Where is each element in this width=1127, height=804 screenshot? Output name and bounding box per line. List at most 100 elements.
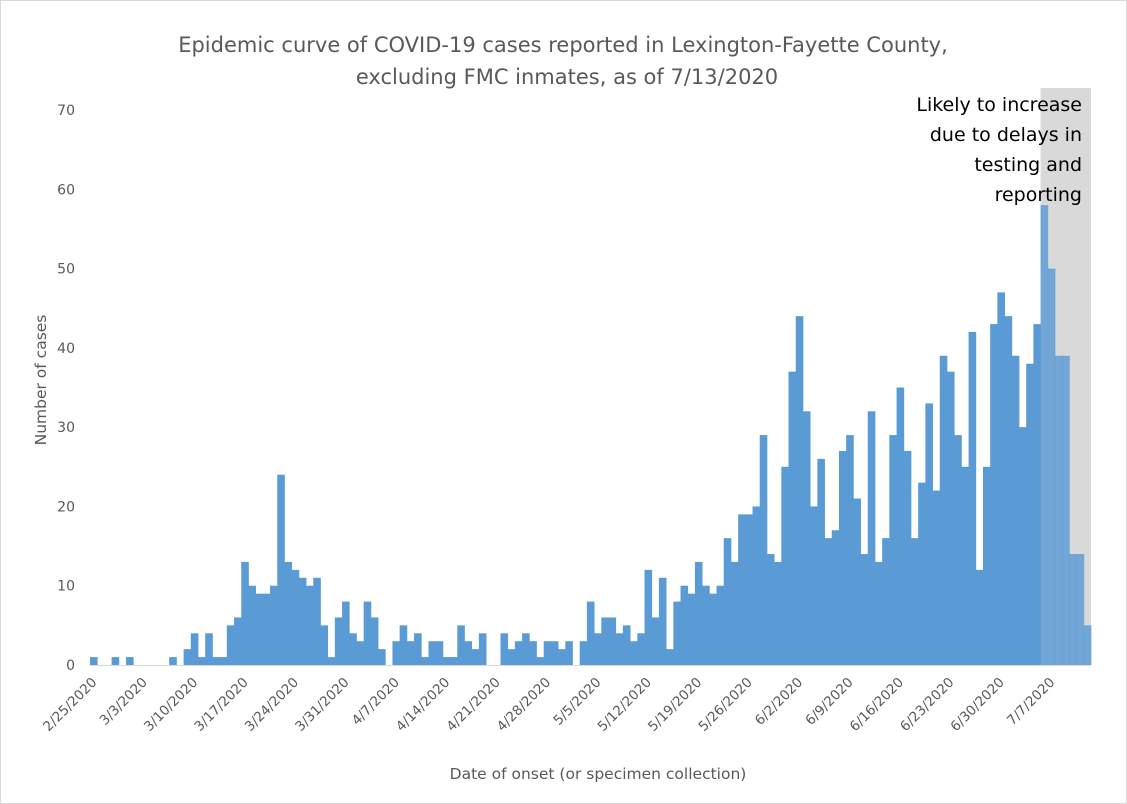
bar-2/28/2020 bbox=[111, 657, 120, 665]
bar-3/31/2020 bbox=[342, 601, 350, 665]
bar-5/30/2020 bbox=[774, 561, 782, 665]
bar-5/11/2020 bbox=[637, 633, 645, 665]
bar-4/16/2020 bbox=[457, 625, 465, 665]
bar-5/4/2020 bbox=[586, 601, 595, 665]
bar-6/2/2020 bbox=[795, 316, 804, 665]
bar-6/11/2020 bbox=[860, 554, 869, 665]
bar-6/12/2020 bbox=[867, 411, 876, 665]
bar-4/25/2020 bbox=[522, 633, 530, 665]
bar-3/22/2020 bbox=[277, 474, 285, 665]
bar-4/19/2020 bbox=[478, 633, 487, 665]
y-tick-label: 0 bbox=[66, 658, 75, 674]
bar-3/26/2020 bbox=[306, 585, 314, 665]
bar-7/3/2020 bbox=[1018, 427, 1027, 665]
bar-7/1/2020 bbox=[1004, 316, 1013, 665]
y-tick-label: 70 bbox=[57, 103, 75, 119]
bar-5/27/2020 bbox=[752, 506, 761, 665]
bar-6/26/2020 bbox=[968, 332, 977, 665]
x-tick-label: 2/25/2020 bbox=[40, 675, 100, 735]
bar-4/3/2020 bbox=[363, 601, 372, 665]
bar-3/13/2020 bbox=[212, 657, 221, 665]
bar-5/21/2020 bbox=[709, 593, 717, 665]
bar-5/1/2020 bbox=[565, 641, 573, 665]
bar-4/7/2020 bbox=[392, 641, 401, 665]
bar-4/13/2020 bbox=[435, 641, 444, 665]
bar-3/10/2020 bbox=[190, 633, 199, 665]
bar-6/30/2020 bbox=[997, 292, 1005, 665]
bar-5/29/2020 bbox=[766, 554, 775, 665]
x-tick-label: 5/26/2020 bbox=[695, 675, 755, 735]
bar-6/28/2020 bbox=[982, 466, 991, 665]
bar-4/23/2020 bbox=[507, 649, 516, 665]
bar-4/10/2020 bbox=[414, 633, 422, 665]
bar-6/15/2020 bbox=[889, 435, 897, 665]
bar-6/27/2020 bbox=[975, 569, 984, 665]
annotation-line: Likely to increase bbox=[916, 94, 1082, 116]
bar-3/27/2020 bbox=[313, 577, 321, 665]
annotation-line: reporting bbox=[995, 184, 1082, 206]
bar-6/20/2020 bbox=[925, 403, 933, 665]
x-tick-label: 4/14/2020 bbox=[393, 675, 453, 735]
x-tick-label: 3/10/2020 bbox=[141, 675, 201, 735]
bar-5/26/2020 bbox=[745, 514, 753, 665]
bar-6/4/2020 bbox=[810, 506, 818, 665]
bar-6/29/2020 bbox=[990, 324, 998, 665]
bar-5/15/2020 bbox=[666, 649, 674, 665]
y-axis-label: Number of cases bbox=[32, 315, 50, 446]
bar-7/9/2020 bbox=[1062, 355, 1070, 665]
bar-6/17/2020 bbox=[903, 450, 912, 665]
x-tick-label: 3/31/2020 bbox=[292, 675, 352, 735]
bar-6/8/2020 bbox=[838, 450, 847, 665]
bar-5/13/2020 bbox=[651, 617, 660, 665]
x-tick-label: 3/24/2020 bbox=[242, 675, 302, 735]
bar-5/17/2020 bbox=[680, 585, 689, 665]
bar-3/21/2020 bbox=[270, 585, 278, 665]
bar-3/20/2020 bbox=[262, 593, 271, 665]
bar-4/28/2020 bbox=[543, 641, 552, 665]
bar-4/17/2020 bbox=[464, 641, 473, 665]
bar-3/9/2020 bbox=[183, 649, 192, 665]
x-tick-label: 3/17/2020 bbox=[191, 675, 251, 735]
bar-3/18/2020 bbox=[248, 585, 257, 665]
bar-4/4/2020 bbox=[370, 617, 379, 665]
bar-5/20/2020 bbox=[702, 585, 710, 665]
bar-4/22/2020 bbox=[500, 633, 509, 665]
bar-2/25/2020 bbox=[90, 657, 98, 665]
bar-5/3/2020 bbox=[579, 641, 588, 665]
y-tick-label: 30 bbox=[57, 420, 75, 436]
bar-6/24/2020 bbox=[954, 435, 962, 665]
bar-3/29/2020 bbox=[327, 657, 336, 665]
bar-4/18/2020 bbox=[471, 649, 480, 665]
bar-6/5/2020 bbox=[817, 458, 825, 665]
shaded-region-annotation: Likely to increase due to delays in testin… bbox=[916, 94, 1082, 206]
bar-4/1/2020 bbox=[349, 633, 357, 665]
bar-7/2/2020 bbox=[1011, 355, 1020, 665]
bar-4/5/2020 bbox=[378, 649, 386, 665]
bar-4/24/2020 bbox=[514, 641, 523, 665]
bar-4/11/2020 bbox=[421, 657, 429, 665]
bar-6/22/2020 bbox=[939, 355, 948, 665]
bar-5/31/2020 bbox=[781, 466, 789, 665]
bar-6/1/2020 bbox=[788, 371, 797, 665]
bar-4/30/2020 bbox=[558, 649, 566, 665]
annotation-line: due to delays in bbox=[930, 124, 1082, 146]
bar-7/5/2020 bbox=[1033, 324, 1041, 665]
bar-6/18/2020 bbox=[910, 538, 919, 665]
bar-6/9/2020 bbox=[846, 435, 854, 665]
bar-4/26/2020 bbox=[529, 641, 537, 665]
bar-3/7/2020 bbox=[169, 657, 177, 665]
bar-6/16/2020 bbox=[896, 387, 905, 665]
bar-3/24/2020 bbox=[291, 569, 300, 665]
bar-5/25/2020 bbox=[738, 514, 746, 665]
bar-6/13/2020 bbox=[874, 561, 883, 665]
bar-3/19/2020 bbox=[255, 593, 264, 665]
bar-6/23/2020 bbox=[946, 371, 955, 665]
bar-7/6/2020 bbox=[1040, 205, 1049, 665]
bar-7/10/2020 bbox=[1069, 554, 1077, 665]
bar-3/23/2020 bbox=[284, 561, 293, 665]
x-tick-label: 6/30/2020 bbox=[948, 675, 1008, 735]
bar-6/14/2020 bbox=[882, 538, 890, 665]
bar-series bbox=[90, 205, 1092, 665]
bar-3/25/2020 bbox=[298, 577, 307, 665]
